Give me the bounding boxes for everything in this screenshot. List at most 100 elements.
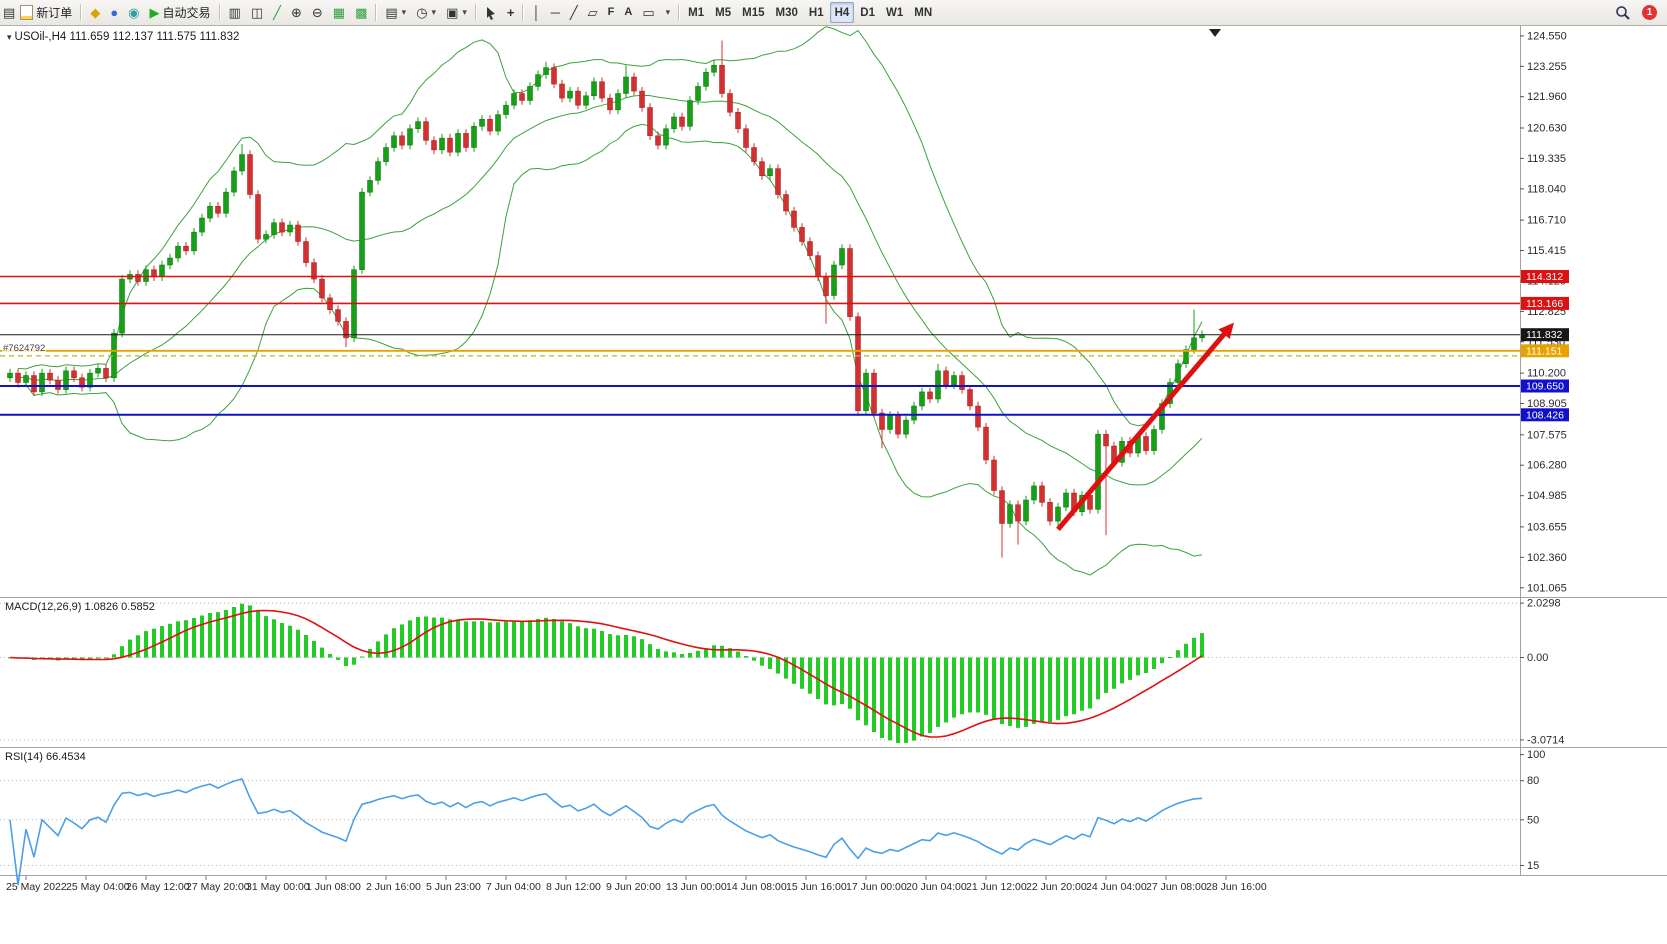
svg-text:115.415: 115.415 [1527, 245, 1566, 257]
fibonacci-icon: F [607, 6, 615, 18]
svg-text:113.166: 113.166 [1526, 298, 1563, 310]
shift-marker-icon[interactable] [1209, 29, 1221, 37]
vertical-line-button[interactable]: │ [527, 2, 545, 23]
svg-text:108.905: 108.905 [1527, 398, 1567, 410]
search-icon [1616, 6, 1630, 20]
panel-borders [0, 26, 1667, 876]
svg-text:15: 15 [1527, 860, 1539, 872]
rsi-line [9, 777, 1203, 886]
crosshair-button[interactable]: + [502, 2, 520, 23]
line-chart-button[interactable]: ╱ [268, 2, 286, 23]
cursor-icon [486, 6, 495, 20]
chart-title-text: USOil-,H4 111.659 112.137 111.575 111.83… [14, 31, 240, 43]
indicator-icon: ▣ [446, 5, 459, 20]
svg-text:8 Jun 12:00: 8 Jun 12:00 [546, 881, 601, 893]
chart-canvas[interactable]: 124.550 123.255 121.960 120.630 119.335 118.0… [0, 26, 1667, 944]
timeframe-m15-button[interactable]: M15 [737, 2, 769, 23]
svg-text:26 May 12:00: 26 May 12:00 [126, 881, 190, 893]
crosshair-icon: + [506, 5, 515, 20]
timeframe-h1-button[interactable]: H1 [804, 2, 829, 23]
toolbar-separator [80, 4, 83, 21]
template-icon: ▤ [385, 5, 398, 20]
svg-text:7 Jun 04:00: 7 Jun 04:00 [486, 881, 541, 893]
zoom-out-icon: ⊖ [311, 5, 323, 20]
chevron-down-icon: ▾ [401, 7, 407, 17]
symbol-dropdown-icon[interactable]: ▾ [7, 32, 12, 42]
tile-windows-icon: ▦ [332, 5, 346, 20]
toolbar-separator [474, 4, 477, 21]
horizontal-line-button[interactable]: ─ [546, 2, 565, 23]
svg-text:25 May 04:00: 25 May 04:00 [66, 881, 130, 893]
svg-text:24 Jun 04:00: 24 Jun 04:00 [1086, 881, 1147, 893]
main-toolbar: ▤ 新订单 ◆ ● ◉ ▶ 自动交易 ▥ ◫ ╱ ⊕ ⊖ ▦ ▩ ▤ ▾ ◷ ▾ ▣… [0, 0, 1667, 26]
chart-title: ▾ USOil-,H4 111.659 112.137 111.575 111.8… [7, 31, 239, 43]
community-button[interactable]: ● [105, 2, 123, 23]
timeframe-d1-button[interactable]: D1 [855, 2, 880, 23]
notification-badge[interactable]: 1 [1642, 5, 1657, 20]
svg-text:104.985: 104.985 [1527, 490, 1567, 502]
play-icon: ▶ [149, 5, 160, 20]
fibonacci-button[interactable]: F [603, 2, 620, 23]
price-scale[interactable]: 124.550 123.255 121.960 120.630 119.335 118.0… [1520, 30, 1567, 594]
macd-signal-line [9, 609, 1203, 738]
toolbar-separator [522, 4, 525, 21]
toolbar-separator [678, 4, 681, 21]
svg-text:108.426: 108.426 [1526, 409, 1564, 421]
channel-button[interactable]: ▱ [583, 2, 603, 23]
rsi-indicator-label: RSI(14) 66.4534 [5, 751, 86, 763]
horizontal-lines[interactable] [0, 275, 1520, 416]
rsi-panel: 100 80 50 15 [0, 749, 1545, 886]
news-button[interactable]: ◉ [123, 2, 144, 23]
svg-text:17 Jun 00:00: 17 Jun 00:00 [846, 881, 907, 893]
svg-text:20 Jun 04:00: 20 Jun 04:00 [906, 881, 967, 893]
svg-text:80: 80 [1527, 775, 1539, 787]
zoom-out-button[interactable]: ⊖ [307, 2, 328, 23]
tile-windows-button[interactable]: ▦ [328, 2, 350, 23]
svg-text:14 Jun 08:00: 14 Jun 08:00 [726, 881, 787, 893]
svg-text:28 Jun 16:00: 28 Jun 16:00 [1206, 881, 1267, 893]
svg-text:103.655: 103.655 [1527, 521, 1567, 533]
svg-text:101.065: 101.065 [1527, 582, 1567, 594]
shapes-button[interactable]: ▾ [660, 2, 676, 23]
timeframe-mn-button[interactable]: MN [909, 2, 937, 23]
new-order-button[interactable]: 新订单 [15, 2, 77, 23]
order-line-label: #7624792 [2, 343, 47, 354]
svg-text:31 May 00:00: 31 May 00:00 [246, 881, 310, 893]
svg-text:106.280: 106.280 [1527, 460, 1567, 472]
deposit-button[interactable]: ◆ [85, 2, 105, 23]
label-tool-button[interactable]: ▭ [637, 2, 659, 23]
timeframe-h4-button[interactable]: H4 [829, 2, 855, 23]
svg-text:107.575: 107.575 [1527, 429, 1567, 441]
timeframe-m5-button[interactable]: M5 [710, 2, 736, 23]
bar-chart-button[interactable]: ▥ [224, 2, 246, 23]
chevron-down-icon: ▾ [665, 7, 671, 17]
label-icon: ▭ [642, 5, 655, 20]
channel-icon: ▱ [587, 5, 598, 20]
macd-panel: 2.0298 0.00 -3.0714 [0, 598, 1564, 746]
cursor-button[interactable] [480, 2, 502, 23]
timeframe-m30-button[interactable]: M30 [771, 2, 803, 23]
svg-text:13 Jun 00:00: 13 Jun 00:00 [666, 881, 727, 893]
svg-text:2.0298: 2.0298 [1527, 598, 1561, 610]
svg-text:25 May 2022: 25 May 2022 [6, 881, 67, 893]
trendline-button[interactable]: ╱ [565, 2, 583, 23]
coins-icon: ◆ [90, 5, 101, 20]
timeframe-w1-button[interactable]: W1 [881, 2, 908, 23]
cascade-windows-icon: ▩ [355, 5, 368, 20]
templates-button[interactable]: ▤ ▾ [380, 2, 411, 23]
chevron-down-icon: ▾ [462, 7, 467, 17]
candlestick-button[interactable]: ◫ [246, 2, 268, 23]
timeframe-m1-button[interactable]: M1 [683, 2, 709, 23]
auto-trading-button[interactable]: ▶ 自动交易 [145, 2, 216, 23]
trend-arrow[interactable] [1056, 322, 1234, 532]
period-button[interactable]: ◷ ▾ [411, 2, 441, 23]
search-button[interactable] [1610, 2, 1635, 23]
svg-text:0.00: 0.00 [1527, 652, 1548, 664]
cascade-windows-button[interactable]: ▩ [350, 2, 372, 23]
indicators-button[interactable]: ▣ ▾ [441, 2, 472, 23]
zoom-in-button[interactable]: ⊕ [286, 2, 307, 23]
text-tool-button[interactable]: A [619, 2, 637, 23]
svg-text:111.151: 111.151 [1526, 345, 1563, 357]
svg-text:102.360: 102.360 [1527, 552, 1567, 564]
